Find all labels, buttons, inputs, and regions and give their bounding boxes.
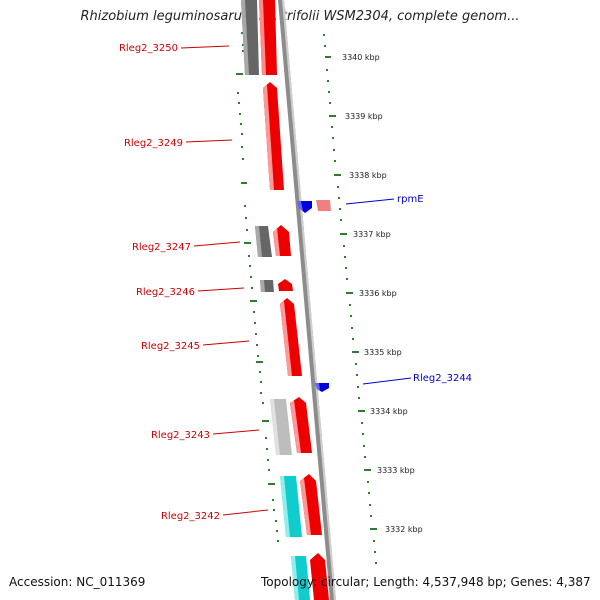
scale-label: 3332 kbp: [385, 525, 423, 534]
gene-next-red[interactable]: [310, 553, 329, 600]
gene-label[interactable]: Rleg2_3245: [141, 341, 200, 352]
topology-text: Topology: circular; Length: 4,537,948 bp…: [261, 575, 591, 589]
gene-label[interactable]: Rleg2_3242: [161, 511, 220, 522]
label-leader-lines: [180, 45, 412, 516]
scale-label: 3334 kbp: [370, 407, 408, 416]
gene-labels[interactable]: Rleg2_3250 Rleg2_3249 Rleg2_3247 Rleg2_3…: [119, 43, 472, 522]
gene-rpme[interactable]: [316, 200, 331, 211]
gene-features[interactable]: [241, 0, 331, 600]
scale-label: 3339 kbp: [345, 112, 383, 121]
gene-label[interactable]: Rleg2_3247: [132, 242, 191, 253]
gene-label[interactable]: Rleg2_3249: [124, 138, 183, 149]
gene-label[interactable]: rpmE: [397, 194, 424, 205]
gene-rleg2-3246-red[interactable]: [278, 279, 293, 291]
gene-label[interactable]: Rleg2_3246: [136, 287, 195, 298]
scale-label: 3340 kbp: [342, 53, 380, 62]
scale-label: 3336 kbp: [359, 289, 397, 298]
accession-text: Accession: NC_011369: [9, 575, 146, 589]
scale-label: 3333 kbp: [377, 466, 415, 475]
scale-label: 3335 kbp: [364, 348, 402, 357]
inner-tick-marks: [236, 32, 279, 542]
map-title: Rhizobium leguminosarum bv. trifolii WSM…: [80, 9, 520, 24]
scale-label: 3337 kbp: [353, 230, 391, 239]
scale-labels: 3340 kbp 3339 kbp 3338 kbp 3337 kbp 3336…: [342, 53, 423, 534]
gene-label[interactable]: Rleg2_3244: [413, 373, 472, 384]
outer-tick-marks: [323, 34, 377, 564]
gene-label[interactable]: Rleg2_3250: [119, 43, 178, 54]
gene-label[interactable]: Rleg2_3243: [151, 430, 210, 441]
scale-label: 3338 kbp: [349, 171, 387, 180]
